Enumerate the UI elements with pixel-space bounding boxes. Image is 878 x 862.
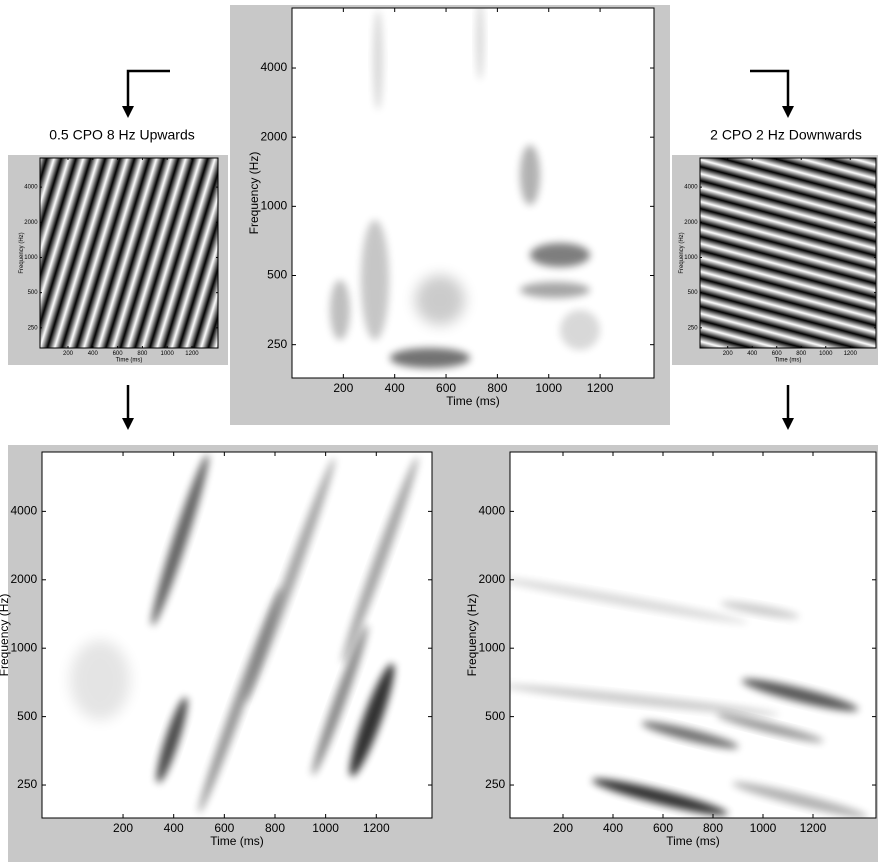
x-tick-label: 1000 xyxy=(312,821,339,835)
y-tick-label: 250 xyxy=(17,777,37,791)
x-axis-label: Time (ms) xyxy=(775,358,802,364)
x-tick-label: 1000 xyxy=(535,381,562,395)
x-tick-label: 1200 xyxy=(800,821,827,835)
x-tick-label: 800 xyxy=(265,821,285,835)
y-tick-label: 1000 xyxy=(24,255,38,261)
x-tick-label: 600 xyxy=(113,351,124,357)
arrows xyxy=(126,69,790,420)
x-axis-label: Time (ms) xyxy=(210,834,264,848)
x-tick-label: 1200 xyxy=(587,381,614,395)
filter-title: 0.5 CPO 8 Hz Upwards xyxy=(49,127,195,143)
y-tick-label: 2000 xyxy=(24,220,38,226)
x-tick-label: 1000 xyxy=(750,821,777,835)
x-tick-label: 800 xyxy=(487,381,507,395)
x-tick-label: 600 xyxy=(436,381,456,395)
x-tick-label: 200 xyxy=(553,821,573,835)
y-tick-label: 250 xyxy=(688,325,699,331)
x-tick-label: 1200 xyxy=(844,351,858,357)
filter-image xyxy=(700,158,876,348)
y-axis-label: Frequency (Hz) xyxy=(247,152,261,235)
x-tick-label: 200 xyxy=(333,381,353,395)
plot-frame xyxy=(39,157,219,349)
x-tick-label: 400 xyxy=(385,381,405,395)
y-tick-label: 4000 xyxy=(24,185,38,191)
y-tick-label: 500 xyxy=(267,268,287,282)
plot-frame xyxy=(41,451,433,819)
x-tick-label: 1200 xyxy=(363,821,390,835)
y-tick-label: 2000 xyxy=(478,572,505,586)
output-image xyxy=(70,454,419,813)
filter-image xyxy=(40,158,218,348)
y-tick-label: 2000 xyxy=(260,129,287,143)
plot-frame xyxy=(699,157,877,349)
x-tick-label: 800 xyxy=(137,351,148,357)
y-tick-label: 4000 xyxy=(478,504,505,518)
y-tick-label: 4000 xyxy=(684,185,698,191)
y-tick-label: 4000 xyxy=(10,504,37,518)
x-tick-label: 400 xyxy=(747,351,758,357)
x-tick-label: 600 xyxy=(653,821,673,835)
y-tick-label: 250 xyxy=(28,325,39,331)
x-tick-label: 400 xyxy=(603,821,623,835)
y-tick-label: 1000 xyxy=(260,199,287,213)
y-tick-label: 500 xyxy=(28,290,39,296)
y-tick-label: 1000 xyxy=(10,640,37,654)
x-tick-label: 600 xyxy=(772,351,783,357)
plot-area xyxy=(510,452,876,818)
x-axis-label: Time (ms) xyxy=(446,394,500,408)
x-tick-label: 1000 xyxy=(819,351,833,357)
x-tick-label: 600 xyxy=(214,821,234,835)
output-image xyxy=(510,576,868,818)
x-axis-label: Time (ms) xyxy=(666,834,720,848)
x-tick-label: 1200 xyxy=(185,351,199,357)
y-tick-label: 2000 xyxy=(684,220,698,226)
y-tick-label: 1000 xyxy=(684,255,698,261)
y-axis-label: Frequency (Hz) xyxy=(0,594,11,677)
y-axis-label: Frequency (Hz) xyxy=(679,232,685,273)
plot-frame xyxy=(291,7,655,379)
filter-title: 2 CPO 2 Hz Downwards xyxy=(710,127,862,143)
x-tick-label: 800 xyxy=(796,351,807,357)
x-tick-label: 400 xyxy=(88,351,99,357)
x-axis-label: Time (ms) xyxy=(116,358,143,364)
plot-frame xyxy=(509,451,877,819)
x-tick-label: 800 xyxy=(703,821,723,835)
x-tick-label: 200 xyxy=(723,351,734,357)
y-tick-label: 2000 xyxy=(10,572,37,586)
y-tick-label: 250 xyxy=(267,337,287,351)
y-tick-label: 500 xyxy=(688,290,699,296)
y-tick-label: 250 xyxy=(485,777,505,791)
y-tick-label: 500 xyxy=(17,709,37,723)
y-axis-label: Frequency (Hz) xyxy=(19,232,25,273)
y-tick-label: 4000 xyxy=(260,60,287,74)
x-tick-label: 200 xyxy=(63,351,74,357)
plot-area xyxy=(42,452,432,818)
y-tick-label: 500 xyxy=(485,709,505,723)
x-tick-label: 200 xyxy=(113,821,133,835)
y-axis-label: Frequency (Hz) xyxy=(465,594,479,677)
x-tick-label: 1000 xyxy=(160,351,174,357)
arrowheads xyxy=(122,106,794,430)
y-tick-label: 1000 xyxy=(478,640,505,654)
x-tick-label: 400 xyxy=(164,821,184,835)
spectrogram-image xyxy=(330,8,600,368)
